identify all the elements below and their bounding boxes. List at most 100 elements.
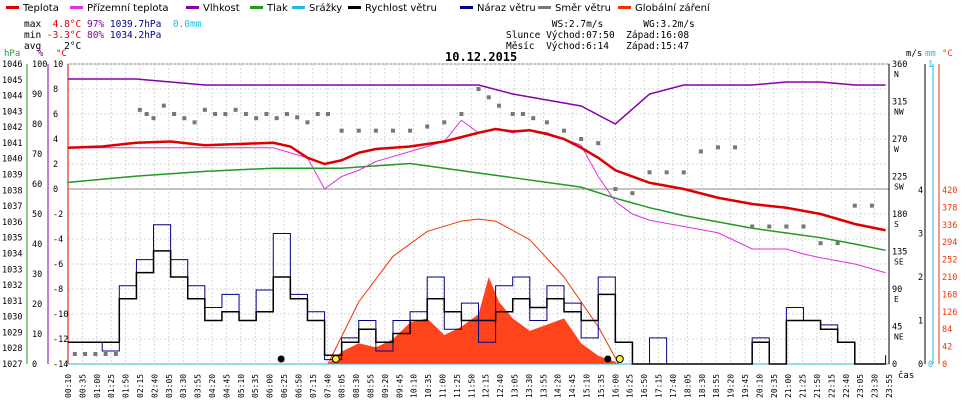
- wind-direction-point: [767, 224, 772, 229]
- wind-direction-point: [103, 352, 108, 356]
- pressure-line: [67, 162, 886, 252]
- sunset-marker: [615, 355, 624, 363]
- temp-tick: -14: [53, 360, 68, 370]
- temp-tick: 10: [53, 60, 63, 70]
- wind-direction-point: [425, 124, 430, 129]
- x-tick-label: 11:00: [438, 374, 447, 398]
- moon-label: Měsíc: [506, 41, 535, 52]
- pressure-tick: 1027: [2, 360, 22, 370]
- wind-direction-point: [750, 224, 755, 229]
- x-tick-label: 08:55: [366, 374, 375, 398]
- legend-swatch: [460, 5, 473, 9]
- wind-direction-point: [274, 116, 279, 121]
- pressure-axis-label: hPa: [4, 49, 20, 59]
- pressure-tick: 1030: [2, 313, 22, 323]
- wind-direction-point: [243, 112, 248, 116]
- humidity-tick: 20: [32, 300, 42, 310]
- humidity-tick: 80: [32, 120, 42, 130]
- sun-moon-panel: WS:2.7m/s WG:3.2m/s Slunce Východ:07:50 …: [506, 19, 695, 52]
- wind-direction-point: [305, 120, 310, 125]
- x-tick-label: 16:00: [611, 374, 620, 398]
- legend-label: Rychlost větru: [365, 3, 437, 14]
- stat-min-hum: 80%: [86, 30, 105, 41]
- direction-tick: 135: [892, 248, 907, 258]
- legend-item: Vlhkost: [186, 3, 240, 14]
- direction-tick: 270: [892, 135, 907, 145]
- temp-tick: 6: [53, 110, 58, 120]
- wind-direction-point: [664, 170, 669, 175]
- x-tick-label: 19:20: [727, 374, 736, 398]
- sunset-text: Západ:16:08: [626, 30, 690, 41]
- wind-direction-point: [284, 112, 289, 116]
- pressure-tick: 1043: [2, 107, 22, 117]
- humidity-axis-label: %: [38, 49, 44, 59]
- x-tick-label: 02:15: [136, 374, 145, 398]
- wind-direction-point: [182, 116, 187, 121]
- pressure-tick: 1039: [2, 171, 22, 181]
- pressure-tick: 1035: [2, 234, 22, 244]
- wind-direction-point: [213, 112, 218, 116]
- wind-tick: 0: [918, 360, 923, 370]
- x-tick-label: 06:00: [266, 374, 275, 398]
- x-tick-label: 10:10: [410, 374, 419, 398]
- stat-max-rain: 0.0mm: [172, 19, 202, 30]
- humidity-tick: 90: [32, 90, 42, 100]
- wind-direction-point: [192, 120, 197, 125]
- legend-label: Tlak: [267, 3, 288, 14]
- radiation-tick: 168: [942, 290, 957, 300]
- temp-tick: 0: [53, 185, 58, 195]
- wind-direction-point: [161, 103, 166, 108]
- wind-direction-point: [315, 112, 320, 116]
- wind-direction-point: [223, 112, 228, 116]
- x-tick-label: 03:30: [179, 374, 188, 398]
- moonrise-text: Východ:6:14: [546, 41, 609, 52]
- pressure-tick: 1046: [2, 60, 22, 70]
- pressure-tick: 1044: [2, 92, 22, 102]
- humidity-tick: 0: [32, 360, 37, 370]
- wind-tick: 2: [918, 273, 923, 283]
- sunrise-marker: [331, 355, 340, 363]
- legend-swatch: [70, 5, 83, 9]
- direction-tick: 90: [892, 285, 902, 295]
- direction-tick: 45: [892, 323, 902, 333]
- x-tick-label: 03:05: [165, 374, 174, 398]
- legend-item: Náraz větru: [460, 3, 536, 14]
- legend-label: Vlhkost: [203, 3, 240, 14]
- wind-direction-point: [356, 128, 361, 133]
- x-tick-label: 17:40: [669, 374, 678, 398]
- pressure-tick: 1032: [2, 281, 22, 291]
- pressure-tick: 1045: [2, 76, 22, 86]
- wind-direction-point: [72, 352, 77, 356]
- radiation-tick: 420: [942, 186, 957, 196]
- wind-tick: 1: [918, 317, 923, 327]
- temp-tick: 2: [53, 160, 58, 170]
- wind-tick: 4: [918, 186, 923, 196]
- direction-name: E: [894, 295, 899, 304]
- x-tick-label: 03:55: [194, 374, 203, 398]
- wind-direction-point: [510, 112, 515, 116]
- x-tick-label: 21:50: [813, 374, 822, 398]
- moonset-text: Západ:15:47: [626, 41, 690, 52]
- stat-max-press: 1039.7hPa: [109, 19, 162, 30]
- stat-min-press: 1034.2hPa: [109, 30, 162, 41]
- x-tick-label: 21:25: [799, 374, 808, 398]
- direction-name: S: [894, 220, 899, 229]
- direction-name: NW: [894, 108, 904, 117]
- pressure-tick: 1029: [2, 328, 22, 338]
- x-tick-label: 10:35: [424, 374, 433, 398]
- x-tick-label: 04:20: [208, 374, 217, 398]
- x-tick-label: 11:50: [467, 374, 476, 398]
- legend-swatch: [348, 5, 361, 9]
- wind-direction-point: [325, 112, 330, 116]
- temp-tick: -6: [53, 260, 63, 270]
- x-tick-label: 07:15: [309, 374, 318, 398]
- wind-direction-point: [93, 352, 98, 356]
- x-tick-label: 18:55: [712, 374, 721, 398]
- humidity-tick: 100: [32, 60, 47, 70]
- x-tick-label: 05:35: [251, 374, 260, 398]
- direction-tick: 315: [892, 98, 907, 108]
- wind-direction-point: [784, 224, 789, 229]
- x-tick-label: 13:05: [511, 374, 520, 398]
- x-tick-label: 05:10: [237, 374, 246, 398]
